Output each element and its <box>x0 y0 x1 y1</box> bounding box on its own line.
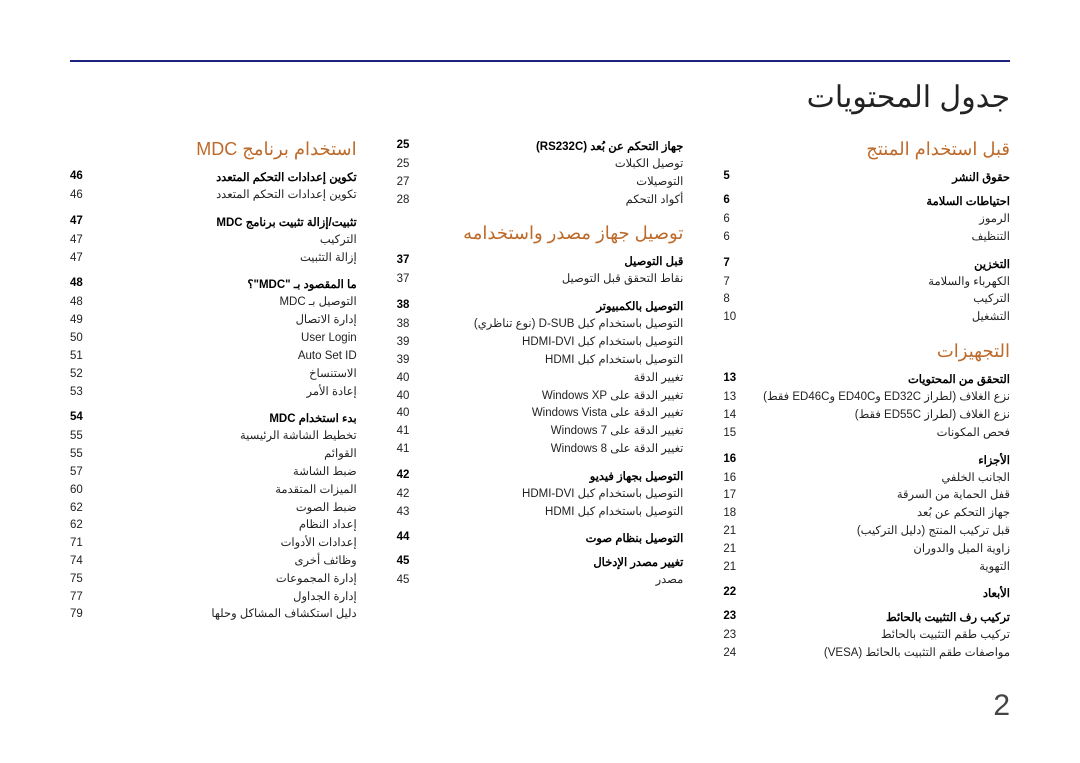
toc-entry: دليل استكشاف المشاكل وحلها79 <box>70 606 357 624</box>
toc-entry: نزع الغلاف (لطراز ED32C وED40C وED46C فق… <box>723 389 1010 407</box>
toc-entry: التوصيل باستخدام كبل D-SUB (نوع تناظري)3… <box>397 316 684 334</box>
toc-entry: القوائم55 <box>70 446 357 464</box>
toc-entry: إعدادات الأدوات71 <box>70 535 357 553</box>
toc-group: تغيير مصدر الإدخال45 <box>397 555 684 569</box>
toc-group: تركيب رف التثبيت بالحائط23 <box>723 610 1010 624</box>
toc-column-1: قبل استخدام المنتج حقوق النشر5 احتياطات … <box>723 139 1010 663</box>
toc-columns: قبل استخدام المنتج حقوق النشر5 احتياطات … <box>70 139 1010 663</box>
toc-entry: إعداد النظام62 <box>70 517 357 535</box>
section-heading: استخدام برنامج MDC <box>70 139 357 160</box>
toc-entry: مواصفات طقم التثبيت بالحائط (VESA)24 <box>723 645 1010 663</box>
toc-entry: التوصيل بـ MDC48 <box>70 294 357 312</box>
toc-entry: قفل الحماية من السرقة17 <box>723 487 1010 505</box>
toc-group: الأبعاد22 <box>723 586 1010 600</box>
toc-group: قبل التوصيل37 <box>397 254 684 268</box>
toc-entry: الكهرباء والسلامة7 <box>723 274 1010 292</box>
section-heading: قبل استخدام المنتج <box>723 139 1010 160</box>
toc-entry: الرموز6 <box>723 211 1010 229</box>
toc-entry: زاوية الميل والدوران21 <box>723 541 1010 559</box>
toc-entry: التوصيل باستخدام كبل HDMI39 <box>397 352 684 370</box>
toc-entry: الاستنساخ52 <box>70 366 357 384</box>
toc-group: ما المقصود بـ "MDC"؟48 <box>70 277 357 291</box>
toc-entry: تغيير الدقة على Windows 841 <box>397 441 684 459</box>
toc-entry: تكوين إعدادات التحكم المتعدد46 <box>70 187 357 205</box>
page-title: جدول المحتويات <box>70 80 1010 115</box>
toc-entry: تخطيط الشاشة الرئيسية55 <box>70 428 357 446</box>
toc-group: تثبيت/إزالة تثبيت برنامج MDC47 <box>70 215 357 229</box>
toc-entry: ضبط الشاشة57 <box>70 464 357 482</box>
toc-entry: نزع الغلاف (لطراز ED55C فقط)14 <box>723 407 1010 425</box>
toc-group: التخزين7 <box>723 257 1010 271</box>
toc-entry: التهوية21 <box>723 559 1010 577</box>
toc-column-3: استخدام برنامج MDC تكوين إعدادات التحكم … <box>70 139 357 663</box>
toc-group: التوصيل بنظام صوت44 <box>397 531 684 545</box>
toc-entry: الميزات المتقدمة60 <box>70 482 357 500</box>
toc-entry: التوصيلات27 <box>397 174 684 192</box>
toc-entry: Auto Set ID51 <box>70 348 357 366</box>
toc-entry: وظائف أخرى74 <box>70 553 357 571</box>
toc-group: تكوين إعدادات التحكم المتعدد46 <box>70 170 357 184</box>
toc-entry: أكواد التحكم28 <box>397 192 684 210</box>
toc-entry: التوصيل باستخدام كبل HDMI43 <box>397 504 684 522</box>
toc-group: التوصيل بجهاز فيديو42 <box>397 469 684 483</box>
section-heading: التجهيزات <box>723 341 1010 362</box>
page-number: 2 <box>993 689 1010 723</box>
toc-entry: تغيير الدقة على Windows Vista40 <box>397 405 684 423</box>
toc-entry: التشغيل10 <box>723 309 1010 327</box>
toc-group: الأجزاء16 <box>723 453 1010 467</box>
toc-entry: التوصيل باستخدام كبل HDMI-DVI42 <box>397 486 684 504</box>
toc-entry: إدارة المجموعات75 <box>70 571 357 589</box>
toc-entry: تغيير الدقة على Windows 741 <box>397 423 684 441</box>
toc-group: حقوق النشر5 <box>723 170 1010 184</box>
toc-entry: توصيل الكبلات25 <box>397 156 684 174</box>
toc-entry: التركيب47 <box>70 232 357 250</box>
toc-column-2: جهاز التحكم عن بُعد (RS232C)25 توصيل الك… <box>397 139 684 663</box>
toc-page: جدول المحتويات قبل استخدام المنتج حقوق ا… <box>0 0 1080 763</box>
toc-entry: التنظيف6 <box>723 229 1010 247</box>
toc-group: احتياطات السلامة6 <box>723 194 1010 208</box>
toc-group: جهاز التحكم عن بُعد (RS232C)25 <box>397 139 684 153</box>
toc-entry: جهاز التحكم عن بُعد18 <box>723 505 1010 523</box>
toc-entry: التركيب8 <box>723 291 1010 309</box>
toc-group: بدء استخدام MDC54 <box>70 411 357 425</box>
toc-entry: ضبط الصوت62 <box>70 500 357 518</box>
toc-entry: إدارة الاتصال49 <box>70 312 357 330</box>
toc-entry: User Login50 <box>70 330 357 348</box>
toc-entry: إدارة الجداول77 <box>70 589 357 607</box>
toc-entry: تغيير الدقة على Windows XP40 <box>397 388 684 406</box>
top-rule <box>70 60 1010 62</box>
toc-group: التوصيل بالكمبيوتر38 <box>397 299 684 313</box>
toc-entry: إعادة الأمر53 <box>70 384 357 402</box>
toc-entry: تغيير الدقة40 <box>397 370 684 388</box>
toc-entry: الجانب الخلفي16 <box>723 470 1010 488</box>
toc-entry: التوصيل باستخدام كبل HDMI-DVI39 <box>397 334 684 352</box>
toc-entry: نقاط التحقق قبل التوصيل37 <box>397 271 684 289</box>
toc-group: التحقق من المحتويات13 <box>723 372 1010 386</box>
toc-entry: مصدر45 <box>397 572 684 590</box>
toc-entry: فحص المكونات15 <box>723 425 1010 443</box>
toc-entry: قبل تركيب المنتج (دليل التركيب)21 <box>723 523 1010 541</box>
toc-entry: تركيب طقم التثبيت بالحائط23 <box>723 627 1010 645</box>
section-heading: توصيل جهاز مصدر واستخدامه <box>397 223 684 244</box>
toc-entry: إزالة التثبيت47 <box>70 250 357 268</box>
